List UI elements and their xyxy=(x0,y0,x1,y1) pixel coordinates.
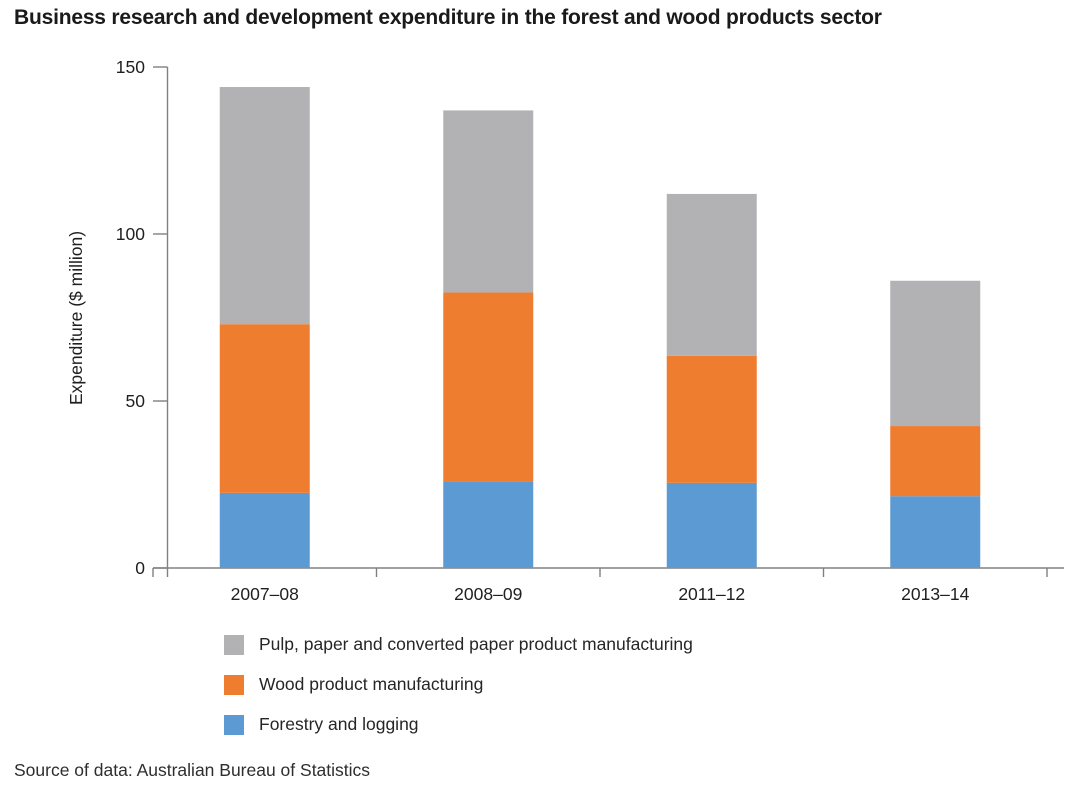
y-tick-label: 100 xyxy=(116,224,145,244)
legend-label: Pulp, paper and converted paper product … xyxy=(259,634,693,654)
legend-item: Wood product manufacturing xyxy=(224,674,693,695)
legend-item: Forestry and logging xyxy=(224,714,693,735)
bar-segment-pulp-2 xyxy=(666,193,757,356)
source-note: Source of data: Australian Bureau of Sta… xyxy=(14,760,371,780)
x-category-label: 2008–09 xyxy=(454,584,522,604)
legend-item: Pulp, paper and converted paper product … xyxy=(224,634,693,655)
bar-segment-pulp-0 xyxy=(219,87,310,325)
legend-swatch-forestry xyxy=(224,714,244,735)
bar-segment-pulp-3 xyxy=(890,280,981,427)
bar-segment-wood-3 xyxy=(890,426,981,497)
y-tick-label: 0 xyxy=(135,558,145,578)
legend-label: Wood product manufacturing xyxy=(259,674,484,694)
bar-segment-wood-1 xyxy=(443,292,534,482)
x-category-label: 2007–08 xyxy=(231,584,299,604)
x-category-label: 2013–14 xyxy=(901,584,969,604)
legend-swatch-pulp xyxy=(224,634,244,655)
y-axis-title: Expenditure ($ million) xyxy=(66,231,86,405)
bar-segment-forestry-3 xyxy=(890,496,981,568)
bar-segment-forestry-2 xyxy=(666,482,757,568)
legend-swatch-wood xyxy=(224,674,244,695)
legend-label: Forestry and logging xyxy=(259,714,419,734)
y-tick-label: 150 xyxy=(116,57,145,77)
bar-segment-wood-0 xyxy=(219,324,310,493)
bar-segment-pulp-1 xyxy=(443,110,534,293)
x-category-label: 2011–12 xyxy=(678,584,745,604)
y-tick-label: 50 xyxy=(126,391,146,411)
chart-title: Business research and development expend… xyxy=(14,6,882,29)
chart-legend: Pulp, paper and converted paper product … xyxy=(224,634,693,754)
bar-segment-forestry-0 xyxy=(219,492,310,568)
bar-segment-forestry-1 xyxy=(443,481,534,568)
bar-segment-wood-2 xyxy=(666,355,757,483)
